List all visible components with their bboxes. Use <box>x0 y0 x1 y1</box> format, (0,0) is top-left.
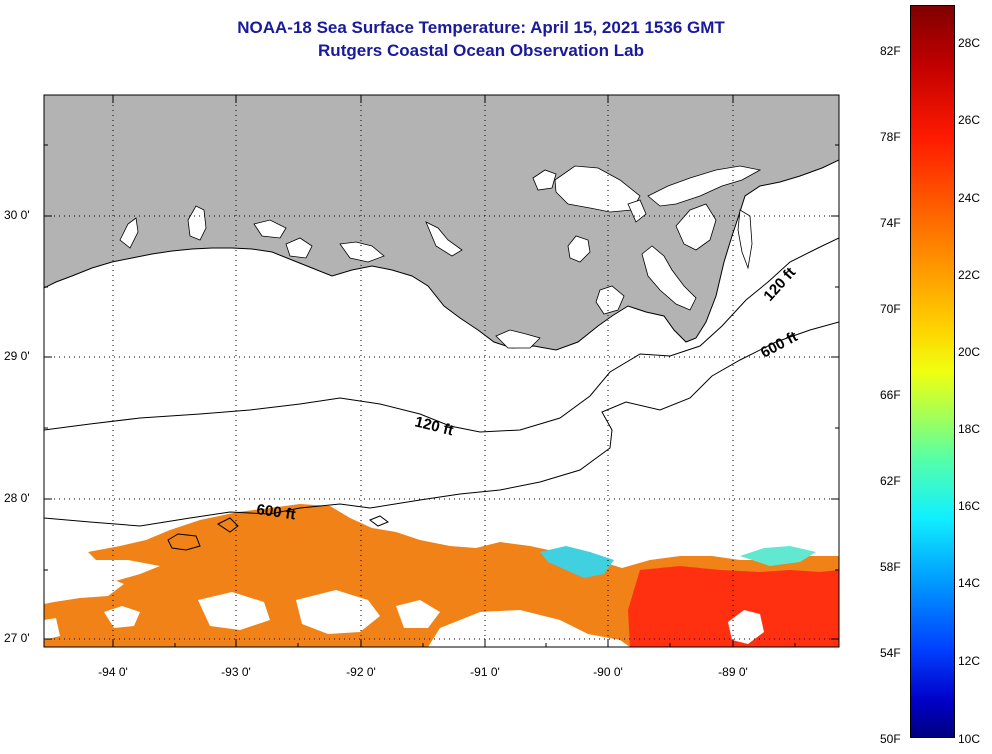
lake <box>647 165 762 207</box>
colorbar-c-label: 26C <box>958 113 981 127</box>
lake <box>425 221 463 257</box>
colorbar-f-label: 62F <box>880 474 901 488</box>
lake <box>532 169 557 191</box>
contour-600ft-loop <box>368 515 390 527</box>
no-data-patch <box>44 618 60 640</box>
colorbar-c-label: 10C <box>958 732 981 746</box>
colorbar-c-label: 18C <box>958 422 981 436</box>
colorbar-f-label: 50F <box>880 732 901 746</box>
sst-field-cool <box>740 546 816 566</box>
colorbar-f-label: 74F <box>880 216 901 230</box>
no-data-patch <box>728 610 764 644</box>
map-subtitle: Rutgers Coastal Ocean Observation Lab <box>318 41 644 60</box>
lake <box>567 235 591 263</box>
no-data-patch <box>296 590 380 634</box>
lake <box>627 199 647 223</box>
lake <box>285 237 313 259</box>
map-title: NOAA-18 Sea Surface Temperature: April 1… <box>237 18 725 37</box>
longitude-label: -89 0' <box>718 665 748 679</box>
marsh <box>595 285 625 315</box>
colorbar-c-label: 16C <box>958 499 981 513</box>
colorbar-f-label: 54F <box>880 646 901 660</box>
colorbar-f-label: 70F <box>880 302 901 316</box>
no-data-patch <box>396 600 440 628</box>
latitude-label: 29 0' <box>4 349 30 363</box>
latitude-label: 30 0' <box>4 208 30 222</box>
colorbar-f-label: 82F <box>880 44 901 58</box>
latitude-label: 28 0' <box>4 491 30 505</box>
contour-120ft <box>44 237 839 433</box>
longitude-label: -90 0' <box>593 665 623 679</box>
land <box>44 95 839 351</box>
marsh <box>495 329 541 349</box>
marsh <box>641 245 697 311</box>
lake <box>187 205 207 241</box>
no-data-patch <box>428 610 630 647</box>
no-data-patch <box>198 592 270 630</box>
contour-600ft-loop <box>167 533 201 551</box>
map-frame <box>43 94 840 648</box>
lake <box>339 241 385 263</box>
colorbar-c-label: 12C <box>958 654 981 668</box>
colorbar-c-label: 24C <box>958 191 981 205</box>
temperature-colorbar <box>910 5 955 738</box>
colorbar-f-label: 66F <box>880 388 901 402</box>
colorbar-c-label: 22C <box>958 268 981 282</box>
marsh <box>675 203 717 251</box>
contour-600ft <box>44 321 839 527</box>
colorbar-c-label: 20C <box>958 345 981 359</box>
colorbar-f-label: 78F <box>880 130 901 144</box>
lake <box>253 219 287 239</box>
longitude-label: -92 0' <box>346 665 376 679</box>
contour-600ft-loop <box>217 517 239 533</box>
contour-label-600-west: 600 ft <box>255 501 296 523</box>
longitude-ticks <box>112 95 796 647</box>
no-data-patch <box>104 606 140 628</box>
colorbar-c-label: 28C <box>958 36 981 50</box>
colorbar-f-label: 58F <box>880 560 901 574</box>
lake <box>119 217 139 249</box>
longitude-label: -91 0' <box>470 665 500 679</box>
longitude-gridlines <box>112 95 734 647</box>
latitude-ticks <box>44 144 839 640</box>
sst-field-hot <box>628 566 839 647</box>
longitude-label: -93 0' <box>221 665 251 679</box>
sst-field-cool <box>540 546 614 578</box>
longitude-label: -94 0' <box>98 665 128 679</box>
colorbar-c-label: 14C <box>958 576 981 590</box>
latitude-label: 27 0' <box>4 631 30 645</box>
no-data-patch <box>44 574 124 604</box>
